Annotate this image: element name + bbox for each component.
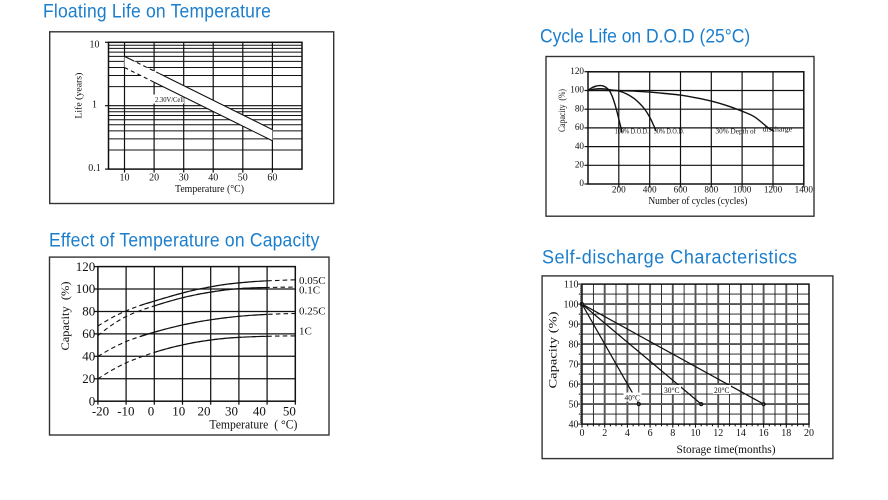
svg-text:30: 30 (179, 173, 189, 184)
svg-text:80: 80 (82, 304, 95, 319)
svg-text:70: 70 (569, 360, 579, 371)
svg-text:0.25C: 0.25C (299, 305, 326, 317)
svg-text:600: 600 (674, 185, 688, 195)
svg-text:16: 16 (759, 428, 769, 439)
svg-text:2: 2 (602, 428, 607, 439)
svg-text:40: 40 (253, 404, 266, 419)
svg-text:200: 200 (612, 185, 626, 195)
svg-text:10: 10 (90, 39, 100, 50)
svg-text:18: 18 (781, 428, 791, 439)
svg-text:100: 100 (570, 85, 584, 95)
svg-text:0.1: 0.1 (88, 163, 101, 174)
svg-text:50: 50 (283, 404, 296, 419)
svg-text:20: 20 (82, 371, 95, 386)
svg-text:400: 400 (643, 185, 657, 195)
svg-text:20°C: 20°C (714, 386, 730, 395)
svg-text:1C: 1C (299, 326, 312, 338)
svg-text:40: 40 (569, 420, 579, 431)
svg-text:40: 40 (575, 141, 585, 151)
svg-text:0: 0 (579, 178, 584, 188)
svg-text:Number of cycles (cycles): Number of cycles (cycles) (648, 195, 747, 207)
svg-text:12: 12 (713, 428, 723, 439)
svg-text:0: 0 (580, 428, 585, 439)
svg-text:-10: -10 (117, 404, 134, 419)
svg-text:20: 20 (804, 428, 814, 439)
svg-text:50: 50 (569, 400, 579, 411)
svg-text:40: 40 (82, 349, 95, 364)
svg-text:10: 10 (120, 173, 130, 184)
svg-text:40°C: 40°C (625, 394, 641, 403)
svg-text:80: 80 (575, 103, 585, 113)
svg-text:1: 1 (92, 99, 97, 110)
svg-text:1400: 1400 (795, 185, 814, 195)
svg-text:1200: 1200 (764, 185, 783, 195)
svg-text:Capacity (%): Capacity (%) (58, 281, 72, 350)
svg-text:Capacity (%): Capacity (%) (548, 311, 560, 388)
svg-text:0.05C: 0.05C (299, 275, 326, 287)
svg-text:discharge: discharge (763, 124, 793, 133)
svg-text:40: 40 (208, 173, 218, 184)
svg-text:-20: -20 (92, 404, 109, 419)
svg-text:60: 60 (575, 122, 585, 132)
svg-text:100: 100 (76, 281, 96, 296)
svg-text:120: 120 (570, 66, 584, 76)
svg-text:Capacity (%): Capacity (%) (557, 89, 567, 132)
svg-text:60: 60 (569, 380, 579, 391)
svg-text:50: 50 (238, 173, 248, 184)
svg-text:80: 80 (569, 340, 579, 351)
svg-text:120: 120 (76, 259, 96, 274)
svg-text:10: 10 (172, 404, 185, 419)
svg-text:20: 20 (575, 160, 585, 170)
svg-text:20: 20 (149, 173, 159, 184)
svg-text:Temperature ( °C): Temperature ( °C) (209, 418, 297, 432)
svg-text:50% D.O.D.: 50% D.O.D. (654, 128, 685, 136)
svg-text:800: 800 (704, 185, 718, 195)
svg-text:Temperature (°C): Temperature (°C) (175, 183, 244, 195)
svg-text:20: 20 (198, 404, 211, 419)
svg-text:8: 8 (670, 428, 675, 439)
svg-text:30: 30 (225, 404, 238, 419)
svg-text:10: 10 (691, 428, 701, 439)
svg-text:Life (years): Life (years) (74, 73, 85, 119)
svg-text:0: 0 (89, 393, 96, 408)
svg-text:Storage time(months): Storage time(months) (677, 444, 776, 456)
svg-text:2.30V/Cell: 2.30V/Cell (155, 96, 184, 104)
svg-text:1000: 1000 (733, 185, 752, 195)
svg-text:0: 0 (148, 404, 155, 419)
svg-text:0.1C: 0.1C (299, 285, 320, 297)
svg-text:90: 90 (569, 320, 579, 331)
svg-text:110: 110 (564, 280, 579, 291)
svg-text:60: 60 (267, 173, 277, 184)
svg-text:100: 100 (564, 300, 579, 311)
svg-text:6: 6 (648, 428, 653, 439)
svg-text:30% Depth of: 30% Depth of (716, 127, 757, 136)
svg-text:60: 60 (82, 326, 95, 341)
svg-text:14: 14 (736, 428, 746, 439)
svg-text:4: 4 (625, 428, 630, 439)
svg-text:30°C: 30°C (664, 386, 680, 395)
svg-text:100% D.O.D.: 100% D.O.D. (615, 128, 649, 136)
